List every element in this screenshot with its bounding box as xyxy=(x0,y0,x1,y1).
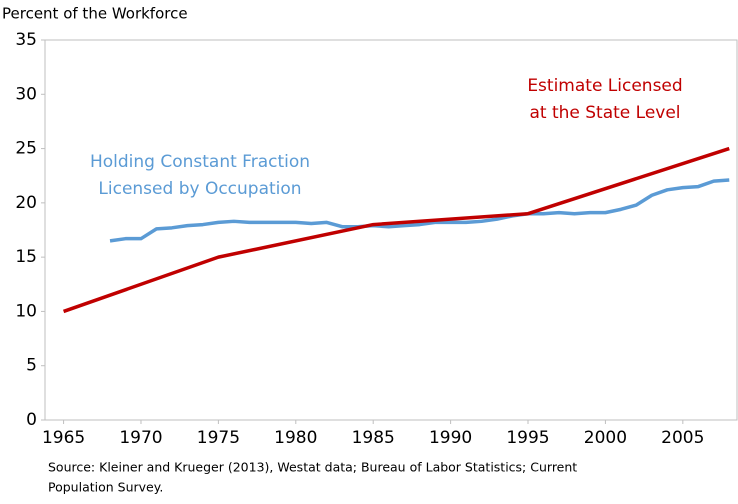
annotation: Estimate Licensed xyxy=(527,76,682,96)
y-tick-label: 35 xyxy=(15,30,37,50)
x-tick-label: 2000 xyxy=(584,428,627,448)
y-tick-label: 15 xyxy=(15,247,37,267)
annotation: at the State Level xyxy=(529,103,680,123)
x-tick-label: 1970 xyxy=(119,428,162,448)
annotation: Holding Constant Fraction xyxy=(90,152,310,172)
x-tick-label: 1965 xyxy=(42,428,85,448)
plot-frame xyxy=(44,39,738,421)
x-tick-label: 1975 xyxy=(197,428,240,448)
y-tick-label: 30 xyxy=(15,84,37,104)
y-tick-label: 20 xyxy=(15,193,37,213)
source: Source: Kleiner and Krueger (2013), West… xyxy=(48,460,577,475)
y-tick-label: 5 xyxy=(26,356,37,376)
y-tick-label: 10 xyxy=(15,301,37,321)
series-line xyxy=(62,146,730,314)
annotation: Licensed by Occupation xyxy=(98,179,301,199)
y-tick-label: 0 xyxy=(26,410,37,430)
x-tick-label: 2005 xyxy=(661,428,704,448)
source: Population Survey. xyxy=(48,480,163,495)
x-tick-label: 1980 xyxy=(274,428,317,448)
x-tick-label: 1995 xyxy=(506,428,549,448)
y-tick-label: 25 xyxy=(15,139,37,159)
x-tick-label: 1990 xyxy=(429,428,472,448)
x-tick-label: 1985 xyxy=(352,428,395,448)
y-axis-label: Percent of the Workforce xyxy=(2,5,188,23)
series-line xyxy=(109,178,730,243)
